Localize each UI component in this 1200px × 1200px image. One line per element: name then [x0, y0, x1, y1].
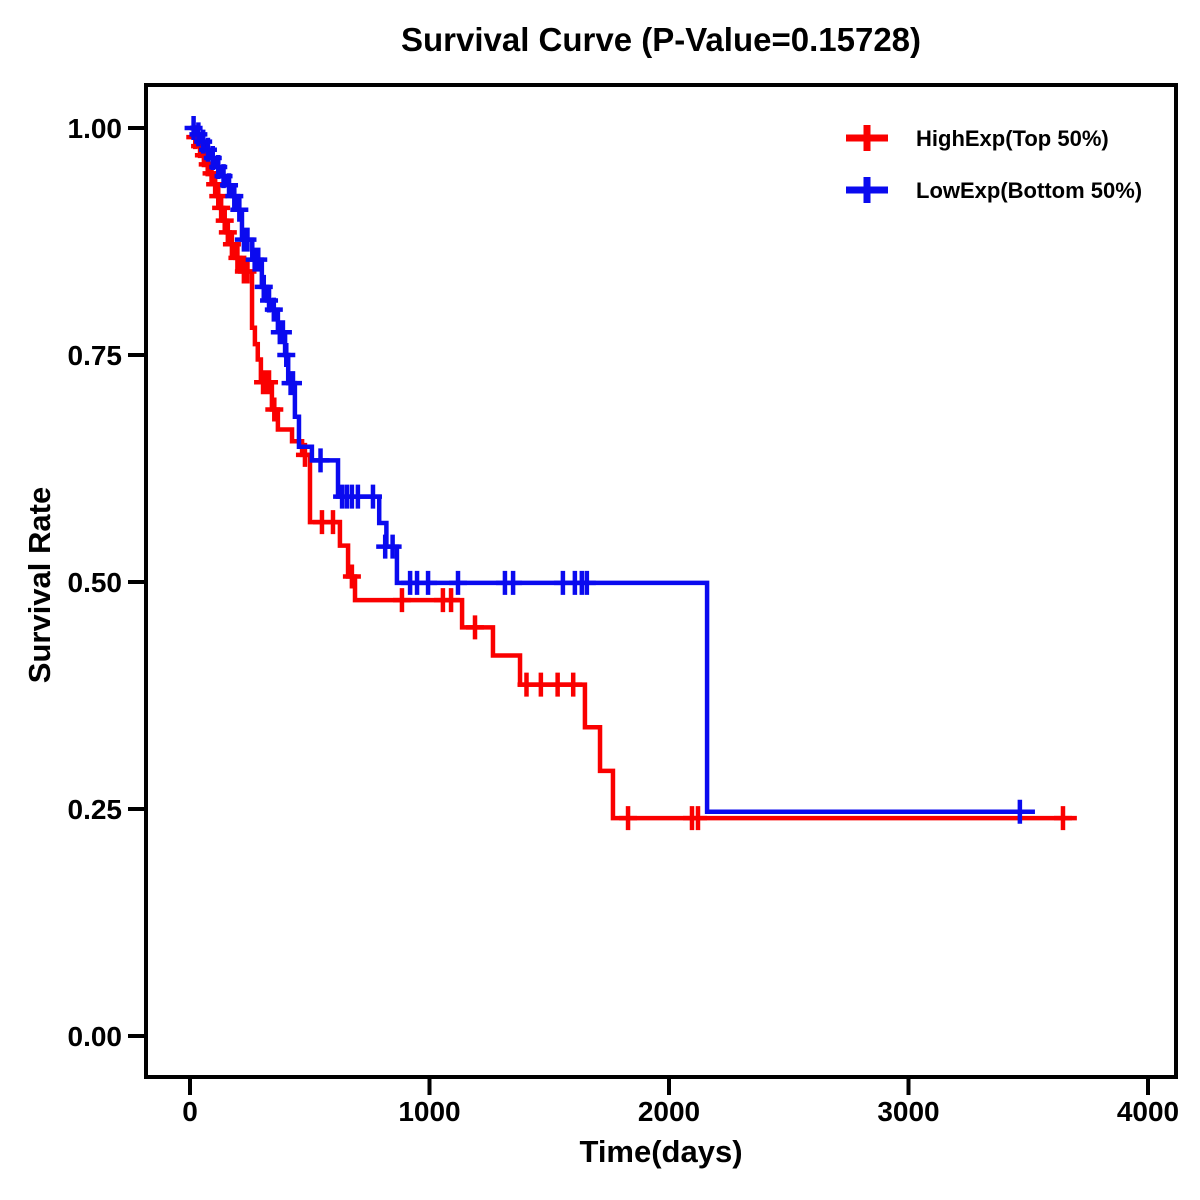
survival-curve-highexp	[190, 125, 1077, 821]
censor-marks-highexp	[186, 125, 1072, 831]
chart-title: Survival Curve (P-Value=0.15728)	[400, 21, 922, 58]
y-tick-label: 0.25	[68, 794, 123, 825]
legend-label-highexp: HighExp(Top 50%)	[916, 126, 1109, 151]
x-axis-title: Time(days)	[579, 1134, 743, 1169]
x-tick-label: 0	[182, 1096, 198, 1127]
y-tick-label: 1.00	[68, 113, 123, 144]
legend-label-lowexp: LowExp(Bottom 50%)	[916, 178, 1142, 203]
survival-curve-lowexp	[190, 125, 1035, 814]
legend-symbol-highexp	[846, 125, 888, 151]
plot-frame	[144, 83, 1178, 1079]
x-tick-label: 1000	[398, 1096, 460, 1127]
censor-marks-lowexp	[184, 116, 1029, 824]
x-tick-label: 2000	[638, 1096, 700, 1127]
x-tick-label: 4000	[1117, 1096, 1179, 1127]
y-tick-label: 0.50	[68, 567, 123, 598]
y-tick-label: 0.75	[68, 340, 123, 371]
legend-symbol-lowexp	[846, 177, 888, 203]
x-tick-label: 3000	[877, 1096, 939, 1127]
y-tick-label: 0.00	[68, 1021, 123, 1052]
